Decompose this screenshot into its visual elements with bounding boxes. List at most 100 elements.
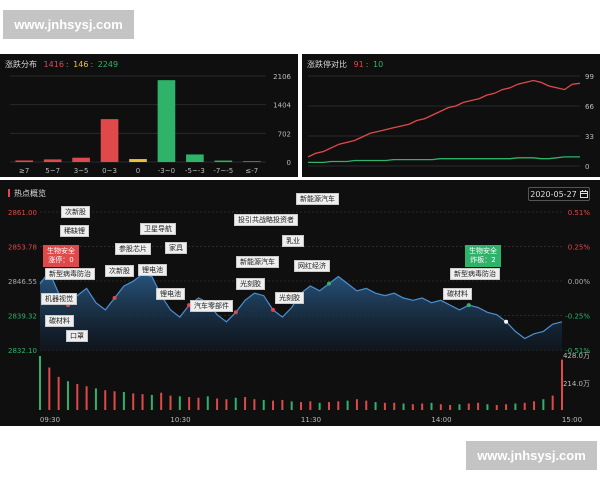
bar [43, 159, 62, 162]
distribution-panel: 涨跌分布 1416: 146: 2249 0 702 1404 2106 ≥7 5~7 3~… [0, 54, 298, 177]
up-count: 1416 [43, 60, 64, 69]
volume-tick-label: 428.0万 [563, 352, 590, 360]
y-left-tick-label: 2832.10 [8, 347, 37, 355]
concept-tag[interactable]: 网红经济 [294, 260, 330, 272]
concept-tag[interactable]: 投引共战略投资者 [234, 214, 298, 226]
bar [100, 119, 119, 162]
sep: : [90, 60, 94, 69]
x-tick-label: 3~5 [74, 167, 89, 175]
y-tick-label: 1404 [273, 102, 291, 110]
ratio-panel: 涨跌停对比 91: 10 0 33 66 99 [302, 54, 600, 177]
x-tick-label: -7~-5 [213, 167, 233, 175]
distribution-chart: 0 702 1404 2106 ≥7 5~7 3~5 0~3 0 -3~0 -5~-3 -7~-5 ≤-… [10, 73, 292, 175]
y-tick-label: 66 [585, 103, 594, 111]
concept-tag[interactable]: 光刻胶 [236, 278, 265, 290]
concept-tag[interactable]: 参股芯片 [115, 243, 151, 255]
concept-tag[interactable]: 锂电池 [138, 264, 167, 276]
bar [15, 160, 34, 162]
x-tick-label: -3~0 [158, 167, 175, 175]
concept-tag[interactable]: 新型病毒防治 [450, 268, 500, 280]
calendar-icon [579, 190, 588, 198]
tag-line: 炸板：2 [470, 256, 496, 264]
event-marker [466, 303, 471, 308]
x-tick-label: -5~-3 [185, 167, 205, 175]
bar [129, 159, 147, 162]
hot-overview-panel: 热点概览 2020-05-27 2861.00 0.51% 2853.78 0.25%… [0, 180, 600, 426]
y-tick-label: 99 [585, 73, 594, 81]
concept-tag[interactable]: 新能源汽车 [296, 193, 339, 205]
concept-tag[interactable]: 碳材料 [45, 315, 74, 327]
down-count: 2249 [97, 60, 119, 69]
tag-line: 涨停：0 [48, 256, 74, 264]
y-tick-label: 33 [585, 133, 594, 141]
concept-tag[interactable]: 汽车零部件 [190, 300, 233, 312]
distribution-title: 涨跌分布 1416: 146: 2249 [5, 59, 118, 70]
concept-tag[interactable]: 次新股 [61, 206, 90, 218]
y-left-tick-label: 2853.78 [8, 244, 37, 252]
concept-tag[interactable]: 锂电池 [156, 288, 185, 300]
x-tick-label: 14:00 [431, 416, 451, 424]
concept-tag[interactable]: 家具 [165, 242, 187, 254]
y-right-tick-label: 0.00% [568, 278, 591, 286]
y-tick-label: 2106 [273, 73, 291, 81]
concept-tag[interactable]: 碳材料 [443, 288, 472, 300]
ratio-label: 涨跌停对比 [307, 60, 347, 69]
limit-up-tag[interactable]: 生物安全 涨停：0 [43, 245, 79, 267]
ratio-title: 涨跌停对比 91: 10 [307, 59, 383, 70]
date-picker[interactable]: 2020-05-27 [528, 187, 590, 201]
limit-down-count: 10 [372, 60, 384, 69]
bar [242, 161, 261, 162]
y-left-tick-label: 2846.55 [8, 278, 37, 286]
y-tick-label: 702 [278, 130, 291, 138]
x-tick-label: 0 [136, 167, 140, 175]
watermark-top: www.jnhsysj.com [3, 10, 134, 39]
y-tick-label: 0 [585, 163, 589, 171]
concept-tag[interactable]: 卫星导航 [140, 223, 176, 235]
distribution-label: 涨跌分布 [5, 60, 37, 69]
intraday-chart: 2861.00 0.51% 2853.78 0.25% 2846.55 0.00% 2839… [8, 209, 591, 424]
y-left-tick-label: 2861.00 [8, 209, 37, 217]
event-marker [504, 319, 509, 324]
event-marker [233, 310, 238, 315]
tag-line: 生物安全 [469, 247, 497, 255]
x-tick-label: ≤-7 [245, 167, 258, 175]
bar [214, 160, 233, 162]
event-marker [271, 307, 275, 312]
series-line [307, 79, 581, 158]
x-tick-label: 5~7 [45, 167, 60, 175]
y-right-tick-label: -0.25% [565, 313, 590, 321]
concept-tag[interactable]: 机器视觉 [41, 293, 77, 305]
bar [72, 157, 90, 162]
x-tick-label: 11:30 [301, 416, 321, 424]
y-right-tick-label: 0.25% [568, 244, 591, 252]
event-marker [327, 281, 331, 286]
tag-line: 生物安全 [47, 247, 75, 255]
x-tick-label: 15:00 [562, 416, 582, 424]
x-tick-label: 10:30 [170, 416, 190, 424]
ratio-chart: 0 33 66 99 [307, 73, 594, 171]
bar [157, 80, 176, 162]
y-left-tick-label: 2839.32 [8, 313, 37, 321]
concept-tag[interactable]: 乳业 [282, 235, 304, 247]
flat-count: 146 [73, 60, 89, 69]
concept-tag[interactable]: 口罩 [66, 330, 88, 342]
limit-break-tag[interactable]: 生物安全 炸板：2 [465, 245, 501, 267]
y-tick-label: 0 [287, 159, 291, 167]
concept-tag[interactable]: 光刻胶 [275, 292, 304, 304]
concept-tag[interactable]: 新型病毒防治 [45, 268, 95, 280]
event-marker [112, 296, 117, 300]
watermark-bottom: www.jnhsysj.com [466, 441, 597, 470]
x-tick-label: ≥7 [19, 167, 29, 175]
concept-tag[interactable]: 稀缺锂 [60, 225, 89, 237]
x-tick-label: 09:30 [40, 416, 60, 424]
limit-up-count: 91 [353, 60, 364, 69]
hot-overview-title: 热点概览 [8, 188, 46, 199]
price-area [40, 271, 562, 350]
date-value: 2020-05-27 [530, 189, 577, 199]
series-line [308, 156, 580, 164]
volume-tick-label: 214.0万 [563, 380, 590, 388]
bar [186, 154, 204, 162]
concept-tag[interactable]: 新能源汽车 [236, 256, 279, 268]
y-right-tick-label: -0.51% [565, 347, 590, 355]
concept-tag[interactable]: 次新股 [105, 265, 134, 277]
